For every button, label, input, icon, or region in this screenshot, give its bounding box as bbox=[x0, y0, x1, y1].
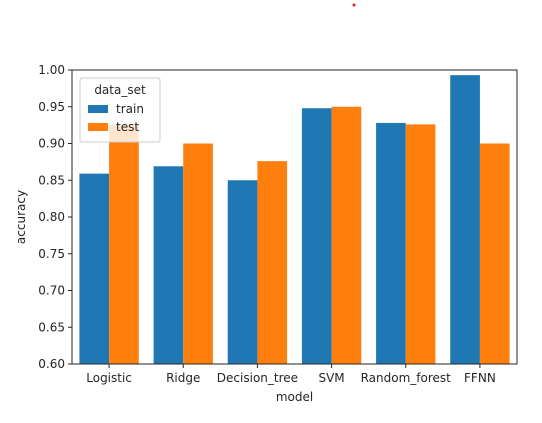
bar-test-ridge bbox=[183, 143, 213, 364]
y-tick-label: 0.60 bbox=[38, 357, 65, 371]
bar-test-random-forest bbox=[405, 124, 436, 364]
x-axis-label: model bbox=[276, 390, 313, 404]
legend-swatch-test bbox=[88, 123, 108, 131]
legend-label-test: test bbox=[116, 120, 139, 134]
y-tick-label: 0.85 bbox=[38, 173, 65, 187]
red-dot-marker bbox=[352, 3, 356, 7]
x-tick-label: Decision_tree bbox=[217, 371, 298, 385]
y-tick-label: 1.00 bbox=[38, 63, 65, 77]
y-tick-label: 0.65 bbox=[38, 320, 65, 334]
y-tick-label: 0.95 bbox=[38, 100, 65, 114]
bar-train-svm bbox=[301, 108, 332, 364]
bar-train-ffnn bbox=[450, 75, 480, 365]
y-tick-label: 0.70 bbox=[38, 284, 65, 298]
bar-test-logistic bbox=[109, 125, 139, 364]
bars-layer bbox=[79, 75, 510, 365]
legend-title: data_set bbox=[94, 83, 146, 97]
bar-test-decision-tree bbox=[257, 161, 288, 364]
bar-train-logistic bbox=[79, 173, 110, 364]
plot-frame bbox=[71, 69, 518, 365]
bar-train-decision-tree bbox=[227, 180, 258, 364]
legend: data_set train test bbox=[79, 77, 161, 143]
bar-train-ridge bbox=[153, 166, 184, 364]
bar-train-random-forest bbox=[376, 122, 406, 364]
y-axis-label: accuracy bbox=[14, 190, 28, 244]
y-tick-label: 0.75 bbox=[38, 247, 65, 261]
y-tick-label: 0.80 bbox=[38, 210, 65, 224]
x-tick-label: FFNN bbox=[464, 371, 496, 385]
y-axis: 0.60 0.65 0.70 0.75 0.80 0.85 0.90 0.95 1.00 bbox=[38, 63, 72, 371]
x-tick-label: Logistic bbox=[86, 371, 132, 385]
x-tick-label: Random_forest bbox=[361, 371, 452, 385]
legend-swatch-train bbox=[88, 105, 108, 113]
x-tick-label: SVM bbox=[318, 371, 344, 385]
x-axis: Logistic Ridge Decision_tree SVM Random_fore… bbox=[86, 364, 496, 385]
legend-label-train: train bbox=[116, 102, 144, 116]
y-tick-label: 0.90 bbox=[38, 137, 65, 151]
x-tick-label: Ridge bbox=[166, 371, 200, 385]
bar-test-svm bbox=[331, 106, 362, 364]
bar-test-ffnn bbox=[479, 143, 510, 364]
